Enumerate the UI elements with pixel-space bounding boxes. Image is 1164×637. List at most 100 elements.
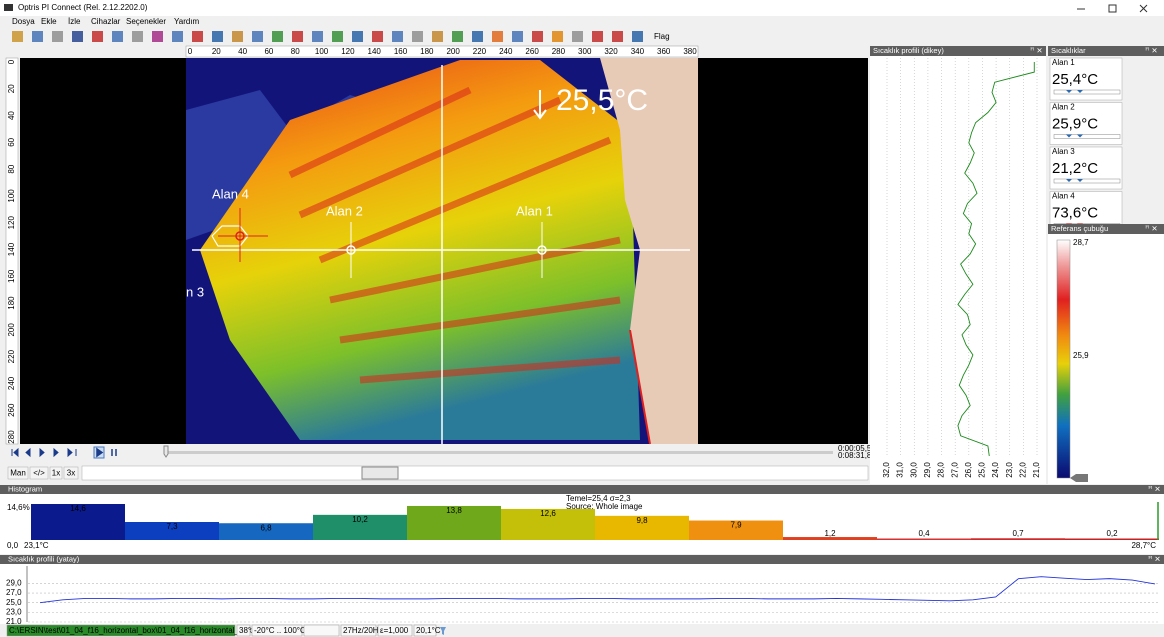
menu-item[interactable]: Ekle (41, 17, 57, 26)
toolbar-button[interactable] (452, 31, 463, 42)
ruler-label: 200 (7, 323, 16, 337)
ruler-label: 140 (368, 47, 382, 56)
menu-item[interactable]: Dosya (12, 17, 35, 26)
ruler-label: 300 (578, 47, 592, 56)
area-value: 25,9°C (1052, 115, 1098, 132)
ruler-label: 340 (631, 47, 645, 56)
panel-header (0, 485, 1164, 494)
toolbar-button[interactable] (152, 31, 163, 42)
toolbar-button[interactable] (52, 31, 63, 42)
y-tick-label: 25,0 (6, 598, 22, 607)
panel-title: Sıcaklıklar (1051, 46, 1086, 55)
timeline[interactable] (165, 451, 833, 454)
range-label: 28,7°C (1131, 541, 1156, 550)
area-value: 21,2°C (1052, 160, 1098, 177)
toolbar-button[interactable] (132, 31, 143, 42)
app-icon (4, 4, 13, 11)
menu-item[interactable]: İzle (68, 17, 81, 26)
y-tick-label: 29,0 (6, 579, 22, 588)
toolbar-button[interactable] (292, 31, 303, 42)
toolbar-button[interactable] (192, 31, 203, 42)
x-tick-label: 25,0 (978, 462, 987, 478)
bar-label: 12,6 (540, 509, 556, 518)
toolbar-button[interactable] (632, 31, 643, 42)
color-bar (1057, 240, 1070, 478)
ruler-label: 0 (7, 59, 16, 64)
toolbar-button[interactable] (352, 31, 363, 42)
toolbar-button[interactable] (272, 31, 283, 42)
area-name: Alan 4 (1052, 192, 1075, 201)
panel-buttons[interactable]: ꟸ ✕ (1145, 224, 1158, 233)
ruler-label: 280 (7, 430, 16, 444)
status-text: 20,1°C (416, 626, 441, 635)
ruler-label: 320 (604, 47, 618, 56)
toolbar-button[interactable] (492, 31, 503, 42)
area-name: Alan 1 (1052, 58, 1075, 67)
speed-thumb[interactable] (362, 467, 398, 479)
bar-label: 1,2 (824, 529, 836, 538)
menu-item[interactable]: Cihazlar (91, 17, 121, 26)
ruler-label: 360 (657, 47, 671, 56)
toolbar-button[interactable] (432, 31, 443, 42)
toolbar-button[interactable] (472, 31, 483, 42)
panel-buttons[interactable]: ꟸ ✕ (1030, 46, 1043, 55)
area-label: n 3 (186, 284, 204, 299)
toolbar-button[interactable] (72, 31, 83, 42)
ruler-label: 80 (7, 164, 16, 173)
toolbar-button[interactable] (532, 31, 543, 42)
timeline-thumb[interactable] (164, 446, 168, 457)
panel-buttons[interactable]: ꟸ ✕ (1148, 484, 1161, 493)
toolbar-button[interactable] (372, 31, 383, 42)
menu-item[interactable]: Seçenekler (126, 17, 166, 26)
toolbar-button[interactable] (552, 31, 563, 42)
area-indicator (1054, 179, 1120, 183)
toolbar-button[interactable] (212, 31, 223, 42)
histogram-bar (877, 539, 971, 541)
ruler-label: 0 (188, 47, 193, 56)
y-tick-label: 27,0 (6, 588, 22, 597)
toolbar-button[interactable] (32, 31, 43, 42)
status-cell (304, 625, 339, 636)
bar-label: 0,4 (918, 529, 930, 538)
toolbar-button[interactable] (172, 31, 183, 42)
menu-bar: Dosya Ekle İzle Cihazlar Seçenekler Yardım (12, 17, 200, 26)
vertical-profile-panel (870, 46, 1046, 484)
title-bar (0, 0, 1164, 16)
panel-title: Sıcaklık profili (dikey) (873, 46, 944, 55)
toolbar-button[interactable] (612, 31, 623, 42)
area-label: Alan 4 (212, 186, 249, 201)
panel-buttons[interactable]: ꟸ ✕ (1148, 554, 1161, 563)
panel-buttons[interactable]: ꟸ ✕ (1145, 46, 1158, 55)
bar-label: 0,7 (1012, 529, 1024, 538)
speed-slider[interactable] (82, 466, 868, 480)
x-tick-label: 29,0 (923, 462, 932, 478)
toolbar-button[interactable] (592, 31, 603, 42)
mode-button-label: 1x (52, 469, 60, 478)
x-tick-label: 28,0 (937, 462, 946, 478)
toolbar-button[interactable] (412, 31, 423, 42)
menu-item[interactable]: Yardım (174, 17, 200, 26)
toolbar-button[interactable] (572, 31, 583, 42)
toolbar-button[interactable] (312, 31, 323, 42)
area-name: Alan 2 (1052, 103, 1075, 112)
bar-label: 14,6 (70, 504, 86, 513)
flag-button[interactable]: Flag (654, 32, 670, 41)
y-tick-label: 14,6% (7, 503, 30, 512)
toolbar-button[interactable] (392, 31, 403, 42)
top-ruler (186, 46, 698, 57)
toolbar-button[interactable] (12, 31, 23, 42)
color-bar-max: 28,7 (1073, 238, 1089, 247)
toolbar-button[interactable] (332, 31, 343, 42)
toolbar-button[interactable] (112, 31, 123, 42)
toolbar-button[interactable] (252, 31, 263, 42)
toolbar-button[interactable] (512, 31, 523, 42)
ruler-label: 120 (341, 47, 355, 56)
ruler-label: 260 (525, 47, 539, 56)
toolbar-button[interactable] (92, 31, 103, 42)
ruler-label: 240 (499, 47, 513, 56)
histogram-bar (1065, 539, 1159, 541)
toolbar-button[interactable] (232, 31, 243, 42)
status-text: 27Hz/20Hz (343, 626, 383, 635)
bar-label: 6,8 (260, 523, 272, 532)
